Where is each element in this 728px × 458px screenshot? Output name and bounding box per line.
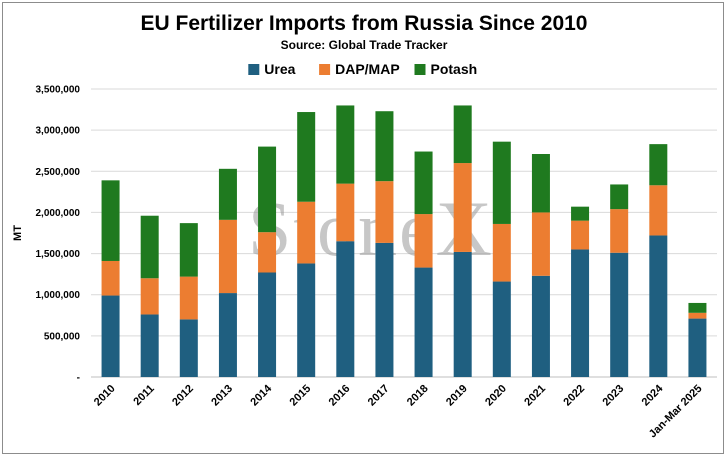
y-tick-label: 500,000 bbox=[44, 331, 81, 342]
bar-urea-2017 bbox=[375, 242, 394, 377]
bar-urea-2016 bbox=[336, 241, 355, 377]
bar-potash-2023 bbox=[610, 184, 629, 210]
chart-subtitle: Source: Global Trade Tracker bbox=[281, 38, 448, 52]
legend-swatch-dap-map bbox=[319, 64, 331, 75]
bar-dap-map-2018 bbox=[414, 214, 433, 268]
bar-potash-2012 bbox=[179, 223, 198, 277]
y-tick-label: 1,000,000 bbox=[36, 290, 81, 301]
bar-potash-2022 bbox=[571, 206, 590, 221]
legend-swatch-potash bbox=[414, 64, 426, 75]
y-tick-label: 3,000,000 bbox=[36, 126, 81, 137]
x-tick-label: 2022 bbox=[561, 383, 587, 409]
bar-dap-map-2024 bbox=[649, 185, 668, 236]
bar-dap-map-2022 bbox=[571, 220, 590, 250]
bars bbox=[101, 105, 707, 377]
y-axis-label: MT bbox=[12, 225, 24, 241]
bar-dap-map-2015 bbox=[297, 201, 316, 264]
bar-urea-2014 bbox=[258, 272, 277, 377]
bar-potash-2020 bbox=[492, 141, 511, 224]
bar-potash-2016 bbox=[336, 105, 355, 184]
bar-dap-map-2023 bbox=[610, 209, 629, 253]
bar-potash-2010 bbox=[101, 180, 120, 261]
x-tick-label: 2014 bbox=[248, 382, 274, 408]
bar-potash-2011 bbox=[140, 215, 159, 279]
x-tick-label: 2016 bbox=[327, 383, 353, 409]
y-tick-label: 2,500,000 bbox=[36, 167, 81, 178]
bar-potash-jan-mar-2025 bbox=[688, 302, 707, 313]
x-tick-label: 2019 bbox=[444, 383, 470, 409]
y-tick-label: - bbox=[77, 373, 80, 384]
x-tick-label: 2017 bbox=[366, 383, 392, 409]
legend-label: DAP/MAP bbox=[335, 61, 400, 77]
bar-urea-jan-mar-2025 bbox=[688, 318, 707, 377]
x-tick-label: 2013 bbox=[209, 383, 235, 409]
bar-potash-2014 bbox=[258, 146, 277, 233]
x-tick-label: 2012 bbox=[170, 383, 196, 409]
bar-dap-map-2014 bbox=[258, 232, 277, 273]
bar-dap-map-2011 bbox=[140, 278, 159, 315]
bar-urea-2015 bbox=[297, 263, 316, 377]
chart-svg: EU Fertilizer Imports from Russia Since … bbox=[12, 12, 717, 440]
x-tick-label: 2021 bbox=[522, 383, 548, 409]
bar-dap-map-2021 bbox=[531, 212, 550, 276]
y-axis-ticks: - 500,000 1,000,000 1,500,000 2,000,000 2,500… bbox=[36, 85, 81, 384]
bar-dap-map-2013 bbox=[218, 219, 237, 294]
bar-urea-2012 bbox=[179, 319, 198, 377]
y-tick-label: 1,500,000 bbox=[36, 249, 81, 260]
x-tick-label: 2023 bbox=[601, 383, 627, 409]
x-tick-label: 2018 bbox=[405, 383, 431, 409]
bar-dap-map-jan-mar-2025 bbox=[688, 312, 707, 319]
bar-dap-map-2019 bbox=[453, 163, 472, 252]
bar-potash-2015 bbox=[297, 112, 316, 202]
bar-urea-2024 bbox=[649, 235, 668, 377]
bar-urea-2019 bbox=[453, 251, 472, 377]
bar-dap-map-2010 bbox=[101, 260, 120, 296]
legend: Urea DAP/MAP Potash bbox=[248, 61, 477, 77]
x-tick-label: 2010 bbox=[92, 383, 118, 409]
bar-dap-map-2020 bbox=[492, 223, 511, 282]
bar-dap-map-2012 bbox=[179, 276, 198, 320]
bar-urea-2010 bbox=[101, 295, 120, 377]
bar-potash-2021 bbox=[531, 154, 550, 213]
chart-title: EU Fertilizer Imports from Russia Since … bbox=[141, 12, 588, 35]
bar-urea-2022 bbox=[571, 249, 590, 377]
bar-dap-map-2016 bbox=[336, 183, 355, 242]
x-tick-label: 2015 bbox=[288, 383, 314, 409]
bar-potash-2013 bbox=[218, 168, 237, 220]
bar-potash-2024 bbox=[649, 144, 668, 186]
y-tick-label: 3,500,000 bbox=[36, 85, 81, 96]
bar-potash-2017 bbox=[375, 111, 394, 182]
bar-urea-2023 bbox=[610, 252, 629, 377]
bar-potash-2018 bbox=[414, 151, 433, 215]
bar-urea-2011 bbox=[140, 314, 159, 377]
x-axis-ticks: 2010 2011 2012 2013 2014 2015 2016 2017 2018 2019… bbox=[92, 382, 705, 440]
bar-urea-2020 bbox=[492, 281, 511, 377]
watermark-logo: StoneX bbox=[248, 185, 494, 272]
bar-potash-2019 bbox=[453, 105, 472, 164]
x-tick-label: 2020 bbox=[483, 383, 509, 409]
chart-frame: EU Fertilizer Imports from Russia Since … bbox=[2, 2, 724, 454]
bar-urea-2013 bbox=[218, 293, 237, 377]
bar-urea-2021 bbox=[531, 275, 550, 377]
bar-urea-2018 bbox=[414, 267, 433, 377]
y-tick-label: 2,000,000 bbox=[36, 208, 81, 219]
legend-label: Potash bbox=[431, 61, 478, 77]
bar-dap-map-2017 bbox=[375, 181, 394, 243]
x-tick-label: 2011 bbox=[131, 383, 156, 408]
legend-swatch-urea bbox=[248, 64, 260, 75]
x-tick-label: 2024 bbox=[640, 382, 666, 408]
legend-label: Urea bbox=[264, 61, 295, 77]
